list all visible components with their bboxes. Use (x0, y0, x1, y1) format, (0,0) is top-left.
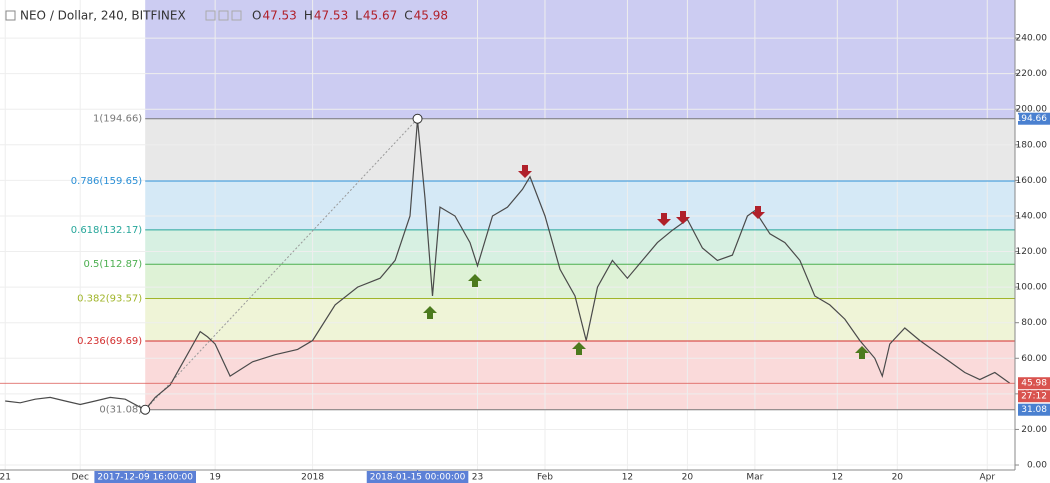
y-tick-label: 140.00 (1016, 211, 1048, 221)
x-tick-label: Dec (71, 473, 88, 483)
x-tick-label: 2018 (301, 473, 324, 483)
fib-level-label: 0.236(69.69) (77, 336, 142, 347)
fib-high-badge: 194.66 (1016, 114, 1048, 124)
ohlc-value: 47.53 (262, 9, 296, 23)
y-tick-label: 120.00 (1016, 247, 1048, 257)
ohlc-key: H (304, 9, 313, 23)
y-tick-label: 220.00 (1016, 69, 1048, 79)
fib-level-label: 0.786(159.65) (71, 176, 143, 187)
symbol-title: NEO / Dollar, 240, BITFINEX (20, 9, 186, 23)
x-tick-label: Feb (537, 473, 553, 483)
last-price-badge-box (1018, 377, 1050, 390)
x-tick-label: 20 (682, 473, 694, 483)
ohlc-key: L (355, 9, 362, 23)
fib-level-label: 1(194.66) (93, 114, 142, 125)
y-tick-label: 100.00 (1016, 283, 1048, 293)
anchor-point (140, 404, 151, 415)
sell-arrows (518, 165, 765, 226)
x-tick-label: 23 (472, 473, 483, 483)
x-highlight-box (94, 471, 197, 483)
fib-high-badge-box (1018, 112, 1050, 125)
x-highlight-label: 2017-12-09 16:00:00 (97, 473, 193, 483)
x-highlight-label: 2018-01-15 00:00:00 (370, 473, 466, 483)
countdown-badge: 27:12 (1021, 392, 1047, 402)
ohlc-value: 45.98 (414, 9, 448, 23)
fib-low-badge: 31.08 (1021, 405, 1047, 415)
x-tick-label: Mar (746, 473, 763, 483)
x-tick-label: 12 (832, 473, 843, 483)
y-tick-label: 0.00 (1027, 461, 1047, 471)
fib-level-label: 0.382(93.57) (77, 294, 142, 305)
fib-level-label: 0.618(132.17) (71, 225, 143, 236)
fib-level-label: 0.5(112.87) (84, 259, 143, 270)
countdown-badge-box (1018, 390, 1050, 403)
x-tick-label: 20 (892, 473, 904, 483)
collapse-icon[interactable] (5, 10, 16, 21)
y-tick-label: 200.00 (1016, 105, 1048, 115)
ohlc-key: C (404, 9, 412, 23)
buy-arrows (423, 274, 869, 359)
fib-low-badge-box (1018, 403, 1050, 416)
price-line (5, 119, 1011, 411)
y-tick-label: 80.00 (1021, 318, 1047, 328)
fib-zone (145, 229, 1015, 265)
fib-zone (145, 298, 1015, 342)
fib-zone (145, 264, 1015, 299)
y-tick-label: 60.00 (1021, 354, 1047, 364)
close-icon[interactable] (231, 10, 242, 21)
y-tick-label: 240.00 (1016, 34, 1048, 44)
settings-icon[interactable] (218, 10, 229, 21)
x-tick-label: Apr (979, 473, 995, 483)
x-tick-label: 21 (0, 473, 11, 483)
x-tick-label: 12 (622, 473, 633, 483)
fib-zone (145, 181, 1015, 230)
y-tick-label: 160.00 (1016, 176, 1048, 186)
ohlc-value: 47.53 (314, 9, 348, 23)
ohlc-key: O (252, 9, 261, 23)
x-tick-label: 19 (209, 473, 221, 483)
fib-trend-line (144, 118, 418, 411)
fib-extension-zone (145, 0, 1015, 119)
x-highlight-box (366, 471, 469, 483)
eye-icon[interactable] (205, 10, 216, 21)
anchor-point (412, 113, 423, 124)
y-tick-label: 20.00 (1021, 425, 1047, 435)
y-tick-label: 180.00 (1016, 140, 1048, 150)
fib-level-label: 0(31.08) (99, 405, 142, 416)
last-price-badge: 45.98 (1021, 379, 1047, 389)
ohlc-value: 45.67 (363, 9, 397, 23)
fib-zone (145, 118, 1015, 182)
